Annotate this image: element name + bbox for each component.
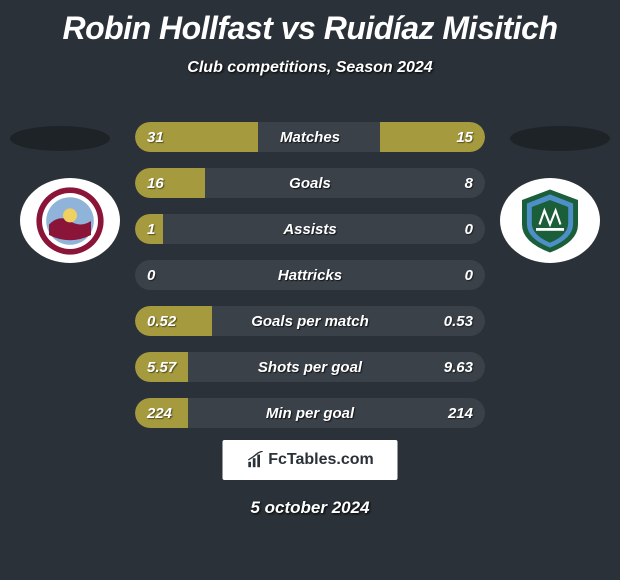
- stat-label: Goals per match: [251, 313, 369, 330]
- branding-text: FcTables.com: [268, 451, 374, 469]
- shadow-ellipse-left: [10, 126, 110, 151]
- stat-value-right: 214: [448, 405, 473, 422]
- stat-label: Matches: [280, 129, 340, 146]
- stat-row: 5.57 9.63 Shots per goal: [135, 352, 485, 382]
- branding-badge: FcTables.com: [223, 440, 398, 480]
- generation-date: 5 october 2024: [250, 498, 369, 518]
- chart-icon: [246, 451, 264, 469]
- stat-value-right: 15: [456, 129, 473, 146]
- stat-value-left: 224: [147, 405, 172, 422]
- club-badge-left: [20, 178, 120, 263]
- stat-value-left: 16: [147, 175, 164, 192]
- club-badge-right: [500, 178, 600, 263]
- stat-label: Goals: [289, 175, 331, 192]
- stat-row: 31 15 Matches: [135, 122, 485, 152]
- stat-rows-container: 3115Matches168Goals10Assists00Hattricks0…: [135, 122, 485, 444]
- stat-bar-left: [135, 168, 205, 198]
- comparison-title: Robin Hollfast vs Ruidíaz Misitich: [0, 0, 620, 47]
- stat-row: 0 0 Hattricks: [135, 260, 485, 290]
- stat-label: Hattricks: [278, 267, 342, 284]
- stat-label: Min per goal: [266, 405, 354, 422]
- stat-value-left: 0: [147, 267, 155, 284]
- stat-value-left: 0.52: [147, 313, 176, 330]
- stat-value-left: 5.57: [147, 359, 176, 376]
- stat-label: Assists: [283, 221, 336, 238]
- stat-row: 0.52 0.53 Goals per match: [135, 306, 485, 336]
- stat-value-right: 8: [465, 175, 473, 192]
- seattle-sounders-logo-icon: [515, 186, 585, 256]
- stat-value-right: 9.63: [444, 359, 473, 376]
- stat-row: 224 214 Min per goal: [135, 398, 485, 428]
- stat-value-right: 0: [465, 267, 473, 284]
- stat-row: 1 0 Assists: [135, 214, 485, 244]
- comparison-subtitle: Club competitions, Season 2024: [0, 59, 620, 77]
- stat-label: Shots per goal: [258, 359, 362, 376]
- shadow-ellipse-right: [510, 126, 610, 151]
- stat-value-right: 0: [465, 221, 473, 238]
- stat-row: 16 8 Goals: [135, 168, 485, 198]
- stat-value-right: 0.53: [444, 313, 473, 330]
- stat-value-left: 31: [147, 129, 164, 146]
- stat-value-left: 1: [147, 221, 155, 238]
- colorado-rapids-logo-icon: [35, 186, 105, 256]
